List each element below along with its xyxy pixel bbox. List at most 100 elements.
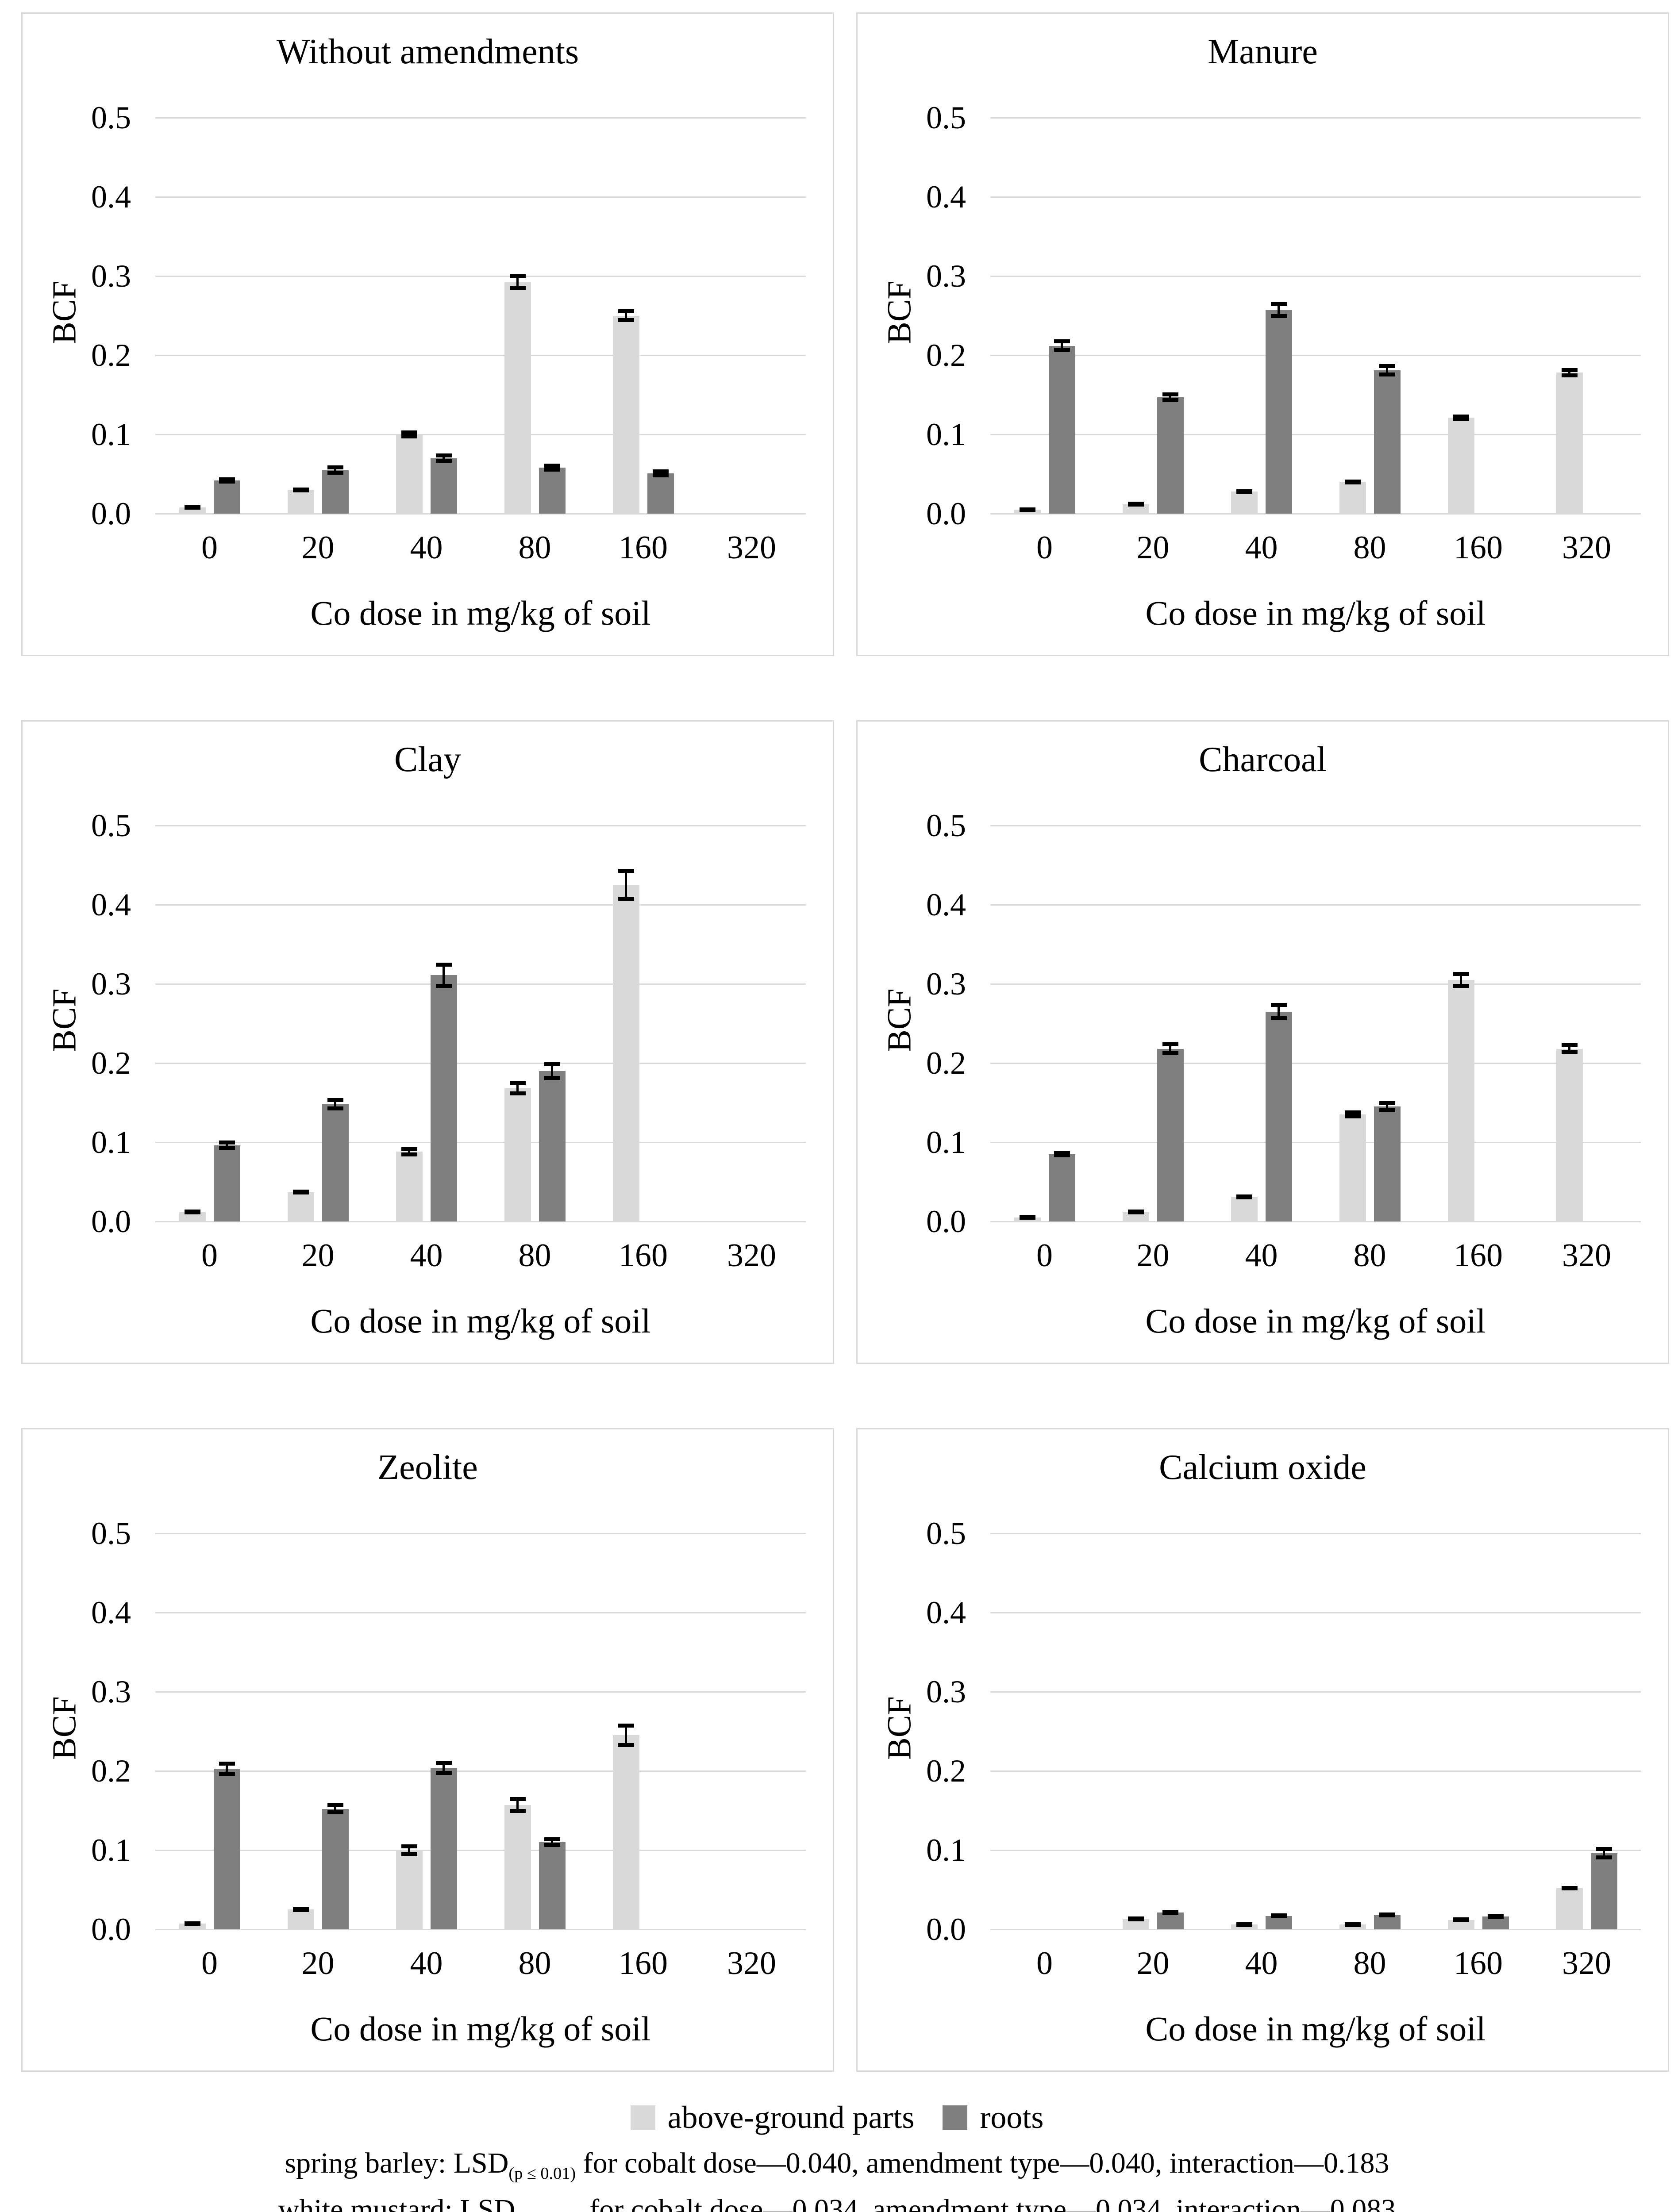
x-tick-label: 0 xyxy=(1036,1945,1053,1982)
error-bar-stem xyxy=(551,1062,553,1080)
lsd-note-white-mustard-prefix: white mustard: LSD xyxy=(278,2193,516,2212)
bar-above-ground-parts xyxy=(287,1192,314,1221)
bar-above-ground-parts xyxy=(1447,418,1474,514)
error-bar-stem xyxy=(1169,1042,1171,1056)
legend-swatch-roots xyxy=(943,2105,968,2130)
y-tick-label: 0.1 xyxy=(926,1832,966,1868)
error-bar-stem xyxy=(408,1147,410,1157)
y-tick-label: 0.2 xyxy=(926,1045,966,1081)
gridline xyxy=(990,1770,1641,1772)
bar-above-ground-parts xyxy=(179,1212,206,1221)
gridline xyxy=(990,983,1641,985)
bar-roots xyxy=(647,473,674,514)
x-axis-label: Co dose in mg/kg of soil xyxy=(310,594,651,632)
error-bar-cap-top xyxy=(1596,1847,1612,1851)
error-bar-stem xyxy=(1460,972,1462,988)
error-bar-cap-bottom xyxy=(401,1152,417,1157)
bar-roots xyxy=(1374,370,1401,514)
error-bar-cap-top xyxy=(1379,1101,1395,1105)
bar-roots xyxy=(539,1071,566,1221)
plot-area xyxy=(990,825,1641,1222)
x-tick-label: 80 xyxy=(1353,1945,1386,1982)
error-bar-cap-top xyxy=(1453,415,1469,419)
x-tick-label: 40 xyxy=(410,1945,443,1982)
y-tick-label: 0.3 xyxy=(91,258,131,294)
bar-above-ground-parts xyxy=(504,1805,531,1929)
error-bar-cap-top xyxy=(1162,392,1178,397)
error-bar-cap-top xyxy=(509,274,526,279)
y-tick-label: 0.4 xyxy=(91,887,131,922)
error-bar-cap-top xyxy=(509,1081,526,1086)
error-bar-stem xyxy=(516,1081,519,1096)
y-axis-label: BCF xyxy=(46,280,83,344)
x-tick-label: 320 xyxy=(1562,530,1611,566)
bar-roots xyxy=(1374,1915,1401,1929)
error-bar-stem xyxy=(1386,1101,1388,1112)
gridline xyxy=(155,904,806,906)
y-tick-label: 0.5 xyxy=(926,100,966,135)
error-bar-cap-bottom xyxy=(618,318,634,322)
bar-above-ground-parts xyxy=(504,1088,531,1221)
y-tick-label: 0.3 xyxy=(91,966,131,1002)
y-tick-label: 0.0 xyxy=(91,1204,131,1239)
bar-roots xyxy=(1374,1106,1401,1221)
error-bar-cap-bottom xyxy=(1236,1195,1252,1199)
bar-above-ground-parts xyxy=(504,282,531,514)
y-tick-label: 0.4 xyxy=(926,179,966,215)
error-bar-stem xyxy=(1278,302,1280,318)
error-bar-cap-bottom xyxy=(292,1190,309,1195)
bar-roots xyxy=(1157,397,1184,514)
error-bar-cap-top xyxy=(544,464,560,468)
x-tick-label: 40 xyxy=(410,530,443,566)
error-bar-stem xyxy=(408,1844,410,1856)
y-axis-label: BCF xyxy=(881,988,918,1052)
x-tick-label: 40 xyxy=(410,1237,443,1274)
gridline xyxy=(990,1063,1641,1064)
x-tick-label: 20 xyxy=(301,1945,335,1982)
error-bar-stem xyxy=(334,1803,336,1815)
error-bar-cap-top xyxy=(435,962,452,967)
y-tick-label: 0.0 xyxy=(926,496,966,531)
bar-above-ground-parts xyxy=(1556,373,1583,514)
error-bar-cap-bottom xyxy=(435,1770,452,1775)
y-axis-label: BCF xyxy=(46,1696,83,1760)
x-tick-label: 80 xyxy=(518,1237,551,1274)
x-axis-label: Co dose in mg/kg of soil xyxy=(1145,2009,1486,2048)
bar-roots xyxy=(213,480,240,514)
chart-grid: Without amendments BCF 0.0 0.1 0.2 0.3 0.4 0.5 0… xyxy=(21,12,1669,2072)
bar-above-ground-parts xyxy=(396,1152,423,1221)
error-bar-cap-bottom xyxy=(435,983,452,988)
gridline xyxy=(155,434,806,435)
x-tick-label: 0 xyxy=(1036,1237,1053,1274)
x-tick-label: 80 xyxy=(1353,1237,1386,1274)
y-tick-label: 0.2 xyxy=(926,1753,966,1789)
error-bar-stem xyxy=(1568,368,1570,378)
bar-roots xyxy=(430,1767,457,1929)
error-bar-cap-bottom xyxy=(1270,1914,1287,1918)
error-bar-cap-top xyxy=(544,1062,560,1067)
gridline xyxy=(155,1612,806,1613)
bar-above-ground-parts xyxy=(287,490,314,514)
x-tick-label: 80 xyxy=(518,1945,551,1982)
error-bar-cap-bottom xyxy=(1270,1016,1287,1021)
error-bar-cap-bottom xyxy=(1379,373,1395,377)
x-tick-label: 20 xyxy=(301,530,335,566)
chart-title: Clay xyxy=(394,740,462,779)
error-bar-cap-top xyxy=(1561,1043,1578,1048)
error-bar-stem xyxy=(1568,1043,1570,1055)
gridline xyxy=(990,1142,1641,1143)
x-tick-label: 160 xyxy=(619,530,668,566)
bar-roots xyxy=(539,468,566,514)
error-bar-cap-bottom xyxy=(292,1908,309,1912)
gridline xyxy=(155,1929,806,1930)
x-tick-label: 160 xyxy=(1454,1945,1503,1982)
y-tick-label: 0.1 xyxy=(91,417,131,452)
error-bar-cap-bottom xyxy=(1054,1153,1070,1157)
y-tick-label: 0.2 xyxy=(91,1753,131,1789)
gridline xyxy=(990,276,1641,277)
gridline xyxy=(155,1142,806,1143)
error-bar-cap-bottom xyxy=(1054,348,1070,352)
y-axis-label: BCF xyxy=(881,280,918,344)
x-axis-label: Co dose in mg/kg of soil xyxy=(1145,1302,1486,1340)
y-tick-label: 0.5 xyxy=(91,100,131,135)
